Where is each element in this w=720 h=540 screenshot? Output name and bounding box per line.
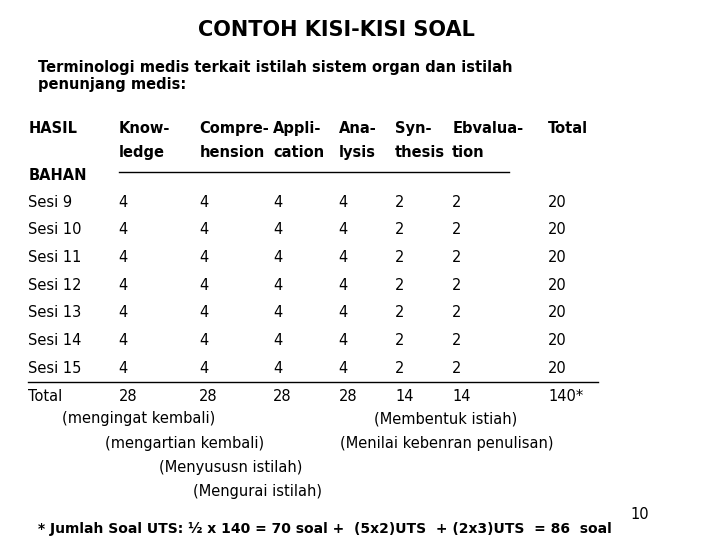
Text: 2: 2 [452, 333, 462, 348]
Text: 20: 20 [548, 333, 567, 348]
Text: 20: 20 [548, 195, 567, 210]
Text: (Mengurai istilah): (Mengurai istilah) [192, 484, 322, 500]
Text: 20: 20 [548, 250, 567, 265]
Text: 4: 4 [339, 333, 348, 348]
Text: 4: 4 [339, 195, 348, 210]
Text: 2: 2 [452, 361, 462, 376]
Text: 10: 10 [630, 507, 649, 522]
Text: 2: 2 [452, 250, 462, 265]
Text: 14: 14 [452, 388, 471, 403]
Text: thesis: thesis [395, 145, 445, 160]
Text: 4: 4 [119, 306, 128, 320]
Text: Sesi 15: Sesi 15 [28, 361, 81, 376]
Text: 2: 2 [452, 278, 462, 293]
Text: hension: hension [199, 145, 264, 160]
Text: 4: 4 [199, 250, 209, 265]
Text: 28: 28 [119, 388, 138, 403]
Text: 2: 2 [395, 278, 405, 293]
Text: 4: 4 [273, 222, 282, 238]
Text: cation: cation [273, 145, 324, 160]
Text: 4: 4 [339, 222, 348, 238]
Text: 4: 4 [199, 306, 209, 320]
Text: Appli-: Appli- [273, 121, 321, 136]
Text: 2: 2 [395, 333, 405, 348]
Text: 4: 4 [339, 278, 348, 293]
Text: 4: 4 [273, 278, 282, 293]
Text: 20: 20 [548, 222, 567, 238]
Text: ledge: ledge [119, 145, 165, 160]
Text: Sesi 13: Sesi 13 [28, 306, 81, 320]
Text: (Menyususn istilah): (Menyususn istilah) [159, 460, 302, 475]
Text: Sesi 11: Sesi 11 [28, 250, 81, 265]
Text: 4: 4 [273, 195, 282, 210]
Text: 4: 4 [273, 333, 282, 348]
Text: 20: 20 [548, 278, 567, 293]
Text: 28: 28 [273, 388, 292, 403]
Text: 4: 4 [119, 250, 128, 265]
Text: 4: 4 [339, 361, 348, 376]
Text: 2: 2 [395, 361, 405, 376]
Text: 20: 20 [548, 361, 567, 376]
Text: 4: 4 [119, 195, 128, 210]
Text: Terminologi medis terkait istilah sistem organ dan istilah
penunjang medis:: Terminologi medis terkait istilah sistem… [38, 60, 513, 92]
Text: 140*: 140* [548, 388, 583, 403]
Text: 4: 4 [119, 222, 128, 238]
Text: 4: 4 [199, 361, 209, 376]
Text: Sesi 10: Sesi 10 [28, 222, 82, 238]
Text: 4: 4 [119, 361, 128, 376]
Text: Compre-: Compre- [199, 121, 269, 136]
Text: Sesi 9: Sesi 9 [28, 195, 72, 210]
Text: tion: tion [452, 145, 485, 160]
Text: (Membentuk istiah): (Membentuk istiah) [374, 411, 517, 426]
Text: 2: 2 [452, 222, 462, 238]
Text: 4: 4 [199, 195, 209, 210]
Text: 2: 2 [395, 222, 405, 238]
Text: lysis: lysis [339, 145, 376, 160]
Text: 2: 2 [395, 250, 405, 265]
Text: 2: 2 [395, 195, 405, 210]
Text: HASIL: HASIL [28, 121, 77, 136]
Text: Syn-: Syn- [395, 121, 431, 136]
Text: 2: 2 [395, 306, 405, 320]
Text: 4: 4 [199, 278, 209, 293]
Text: 4: 4 [119, 333, 128, 348]
Text: (Menilai kebenran penulisan): (Menilai kebenran penulisan) [340, 436, 554, 450]
Text: Sesi 12: Sesi 12 [28, 278, 82, 293]
Text: 4: 4 [273, 250, 282, 265]
Text: * Jumlah Soal UTS: ½ x 140 = 70 soal +  (5x2)UTS  + (2x3)UTS  = 86  soal: * Jumlah Soal UTS: ½ x 140 = 70 soal + (… [38, 522, 612, 536]
Text: Sesi 14: Sesi 14 [28, 333, 81, 348]
Text: 4: 4 [199, 333, 209, 348]
Text: Total: Total [28, 388, 63, 403]
Text: 28: 28 [199, 388, 218, 403]
Text: 2: 2 [452, 306, 462, 320]
Text: 14: 14 [395, 388, 413, 403]
Text: 2: 2 [452, 195, 462, 210]
Text: 20: 20 [548, 306, 567, 320]
Text: BAHAN: BAHAN [28, 168, 86, 183]
Text: Ana-: Ana- [339, 121, 377, 136]
Text: Know-: Know- [119, 121, 170, 136]
Text: Total: Total [548, 121, 588, 136]
Text: Ebvalua-: Ebvalua- [452, 121, 523, 136]
Text: 4: 4 [119, 278, 128, 293]
Text: 4: 4 [339, 250, 348, 265]
Text: CONTOH KISI-KISI SOAL: CONTOH KISI-KISI SOAL [198, 20, 475, 40]
Text: 4: 4 [199, 222, 209, 238]
Text: (mengingat kembali): (mengingat kembali) [62, 411, 215, 426]
Text: 4: 4 [339, 306, 348, 320]
Text: (mengartian kembali): (mengartian kembali) [105, 436, 264, 450]
Text: 4: 4 [273, 306, 282, 320]
Text: 4: 4 [273, 361, 282, 376]
Text: 28: 28 [339, 388, 357, 403]
